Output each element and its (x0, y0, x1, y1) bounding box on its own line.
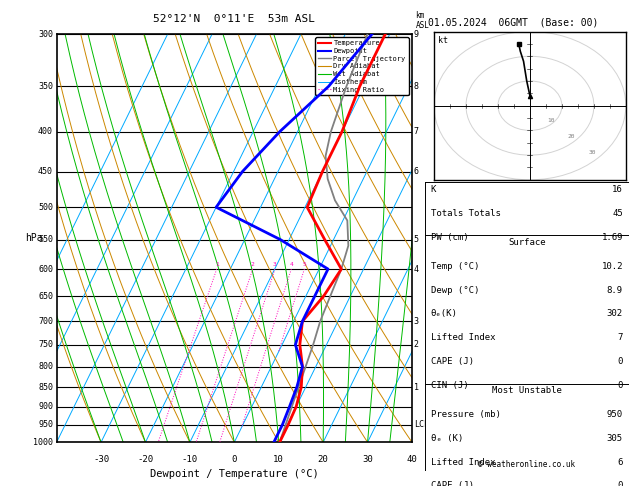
Legend: Temperature, Dewpoint, Parcel Trajectory, Dry Adiabat, Wet Adiabat, Isotherm, Mi: Temperature, Dewpoint, Parcel Trajectory… (315, 37, 408, 95)
Text: Temp (°C): Temp (°C) (431, 262, 479, 271)
Text: Dewpoint / Temperature (°C): Dewpoint / Temperature (°C) (150, 469, 319, 479)
Text: 16: 16 (612, 185, 623, 194)
Text: 1: 1 (414, 382, 419, 392)
Text: 0: 0 (618, 381, 623, 390)
Text: 7: 7 (414, 127, 419, 136)
Text: Lifted Index: Lifted Index (431, 333, 495, 342)
Text: 750: 750 (38, 340, 53, 349)
Text: 3: 3 (414, 317, 419, 326)
Text: 3: 3 (273, 262, 277, 267)
Text: 700: 700 (38, 317, 53, 326)
Text: 10: 10 (547, 118, 555, 123)
Text: 900: 900 (38, 402, 53, 411)
Text: 350: 350 (38, 82, 53, 91)
Text: 800: 800 (38, 362, 53, 371)
Text: θₑ(K): θₑ(K) (431, 310, 457, 318)
Text: 5: 5 (414, 235, 419, 244)
Text: 0: 0 (618, 357, 623, 366)
Text: 950: 950 (38, 420, 53, 429)
Text: 950: 950 (607, 410, 623, 419)
Text: -10: -10 (182, 454, 198, 464)
Text: 8: 8 (414, 82, 419, 91)
Text: 1.69: 1.69 (601, 233, 623, 242)
Text: 0: 0 (231, 454, 237, 464)
Text: PW (cm): PW (cm) (431, 233, 469, 242)
Text: 305: 305 (607, 434, 623, 443)
Text: 20: 20 (318, 454, 328, 464)
Text: 7: 7 (618, 333, 623, 342)
Text: 52°12'N  0°11'E  53m ASL: 52°12'N 0°11'E 53m ASL (153, 14, 315, 24)
Text: 550: 550 (38, 235, 53, 244)
Text: K: K (431, 185, 436, 194)
Text: 1000: 1000 (33, 438, 53, 447)
Text: CAPE (J): CAPE (J) (431, 481, 474, 486)
Text: 0: 0 (618, 481, 623, 486)
Text: 500: 500 (38, 203, 53, 212)
Text: LCL: LCL (414, 420, 429, 429)
Text: 400: 400 (38, 127, 53, 136)
Text: CAPE (J): CAPE (J) (431, 357, 474, 366)
Text: 01.05.2024  06GMT  (Base: 00): 01.05.2024 06GMT (Base: 00) (428, 17, 598, 27)
Text: 450: 450 (38, 167, 53, 176)
Text: 30: 30 (362, 454, 373, 464)
Text: -30: -30 (93, 454, 109, 464)
Text: 4: 4 (289, 262, 293, 267)
Text: 10.2: 10.2 (601, 262, 623, 271)
Text: 302: 302 (607, 310, 623, 318)
Text: hPa: hPa (25, 233, 42, 243)
Text: Lifted Index: Lifted Index (431, 457, 495, 467)
Text: km
ASL: km ASL (416, 11, 430, 30)
Text: 30: 30 (589, 150, 596, 155)
Text: 20: 20 (568, 134, 576, 139)
Text: 8.9: 8.9 (607, 286, 623, 295)
Text: 10: 10 (274, 454, 284, 464)
Text: Mixing Ratio (g/kg): Mixing Ratio (g/kg) (440, 194, 448, 282)
Text: CIN (J): CIN (J) (431, 381, 469, 390)
Text: 300: 300 (38, 30, 53, 38)
Text: 2: 2 (414, 340, 419, 349)
Text: 650: 650 (38, 292, 53, 301)
Text: 6: 6 (618, 457, 623, 467)
Text: 9: 9 (414, 30, 419, 38)
Text: θₑ (K): θₑ (K) (431, 434, 463, 443)
Text: -20: -20 (137, 454, 153, 464)
Text: 5: 5 (303, 262, 306, 267)
Text: Totals Totals: Totals Totals (431, 209, 501, 218)
Text: 4: 4 (414, 264, 419, 274)
Text: Pressure (mb): Pressure (mb) (431, 410, 501, 419)
Text: © weatheronline.co.uk: © weatheronline.co.uk (478, 460, 576, 469)
Text: kt: kt (438, 36, 448, 45)
Text: 850: 850 (38, 382, 53, 392)
Text: 40: 40 (406, 454, 418, 464)
Text: 6: 6 (414, 167, 419, 176)
Text: 2: 2 (251, 262, 255, 267)
Text: 45: 45 (612, 209, 623, 218)
Text: 1: 1 (215, 262, 219, 267)
Text: Surface: Surface (508, 238, 545, 247)
Text: 600: 600 (38, 264, 53, 274)
Text: Most Unstable: Most Unstable (492, 386, 562, 396)
Text: Dewp (°C): Dewp (°C) (431, 286, 479, 295)
